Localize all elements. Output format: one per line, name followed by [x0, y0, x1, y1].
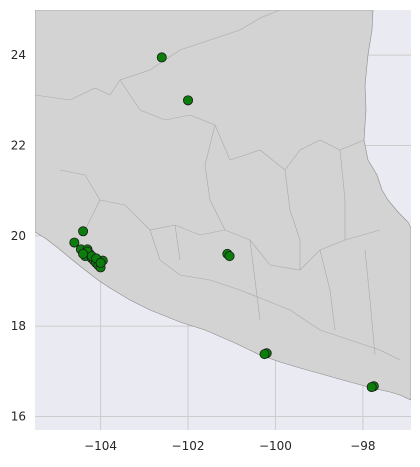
y-tick-label: 20 [11, 229, 26, 243]
data-point [366, 382, 377, 393]
x-tick-label: −98 [350, 439, 375, 453]
data-points [69, 52, 379, 393]
x-tick-label: −104 [84, 439, 117, 453]
data-point [69, 237, 80, 248]
data-point [95, 257, 106, 268]
y-tick-label: 16 [11, 409, 26, 423]
y-tick-label: 22 [11, 138, 26, 152]
state-border [35, 10, 401, 361]
data-point [224, 251, 235, 262]
data-point [78, 226, 89, 237]
y-tick-label: 24 [11, 48, 26, 62]
data-point [156, 52, 167, 63]
land-shape [35, 10, 411, 401]
y-tick-label: 18 [11, 319, 26, 333]
data-point [259, 349, 270, 360]
land-area [35, 10, 411, 401]
x-tick-label: −102 [172, 439, 205, 453]
data-point [78, 248, 89, 259]
x-axis: −104 −102 −100 −98 [84, 439, 375, 453]
x-tick-label: −100 [259, 439, 292, 453]
data-point [183, 95, 194, 106]
y-axis: 16 18 20 22 24 [11, 48, 26, 423]
